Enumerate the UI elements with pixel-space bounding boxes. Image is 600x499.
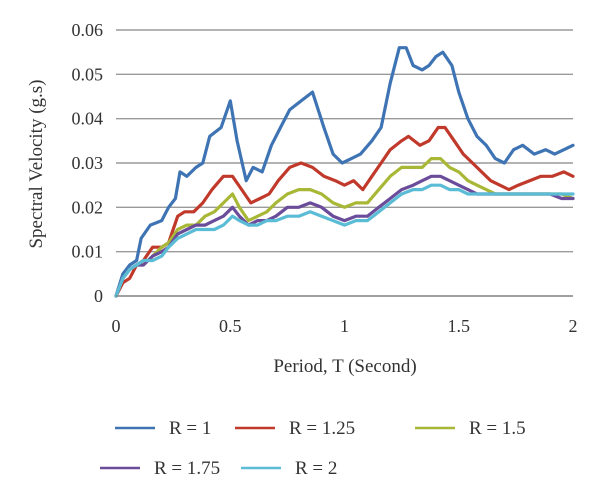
y-tick-labels: 0 0.01 0.02 0.03 0.04 0.05 0.06 [72, 20, 104, 306]
y-tick-label: 0.01 [72, 242, 104, 262]
y-tick-label: 0.04 [72, 109, 104, 129]
series-line-3 [114, 157, 575, 298]
x-axis-title: Period, T (Second) [273, 356, 416, 377]
legend-label: R = 1.25 [289, 418, 355, 439]
series-line-2 [114, 125, 575, 298]
y-tick-label: 0 [94, 286, 103, 306]
y-tick-label: 0.03 [72, 153, 104, 173]
series-line-1 [114, 46, 575, 298]
x-tick-label: 0.5 [219, 316, 242, 336]
legend: R = 1 R = 1.25 R = 1.5 R = 1.75 R = 2 [100, 418, 526, 479]
legend-label: R = 1.5 [469, 418, 526, 439]
legend-item: R = 2 [241, 458, 337, 479]
x-tick-label: 2 [569, 316, 578, 336]
series-group [114, 46, 575, 298]
y-tick-label: 0.06 [72, 20, 104, 40]
legend-item: R = 1.75 [100, 458, 220, 479]
y-axis-title: Spectral Velocity (g.s) [26, 79, 47, 248]
legend-item: R = 1 [115, 418, 211, 439]
x-tick-label: 0 [112, 316, 121, 336]
legend-item: R = 1.5 [415, 418, 526, 439]
y-tick-label: 0.02 [72, 197, 104, 217]
legend-label: R = 1.75 [154, 458, 220, 479]
y-tick-label: 0.05 [72, 64, 104, 84]
x-tick-label: 1 [340, 316, 349, 336]
gridlines [116, 29, 573, 253]
x-tick-labels: 0 0.5 1 1.5 2 [112, 316, 578, 336]
x-tick-label: 1.5 [448, 316, 471, 336]
series-line-5 [114, 183, 575, 298]
legend-item: R = 1.25 [235, 418, 355, 439]
legend-label: R = 1 [169, 418, 211, 439]
legend-label: R = 2 [295, 458, 337, 479]
